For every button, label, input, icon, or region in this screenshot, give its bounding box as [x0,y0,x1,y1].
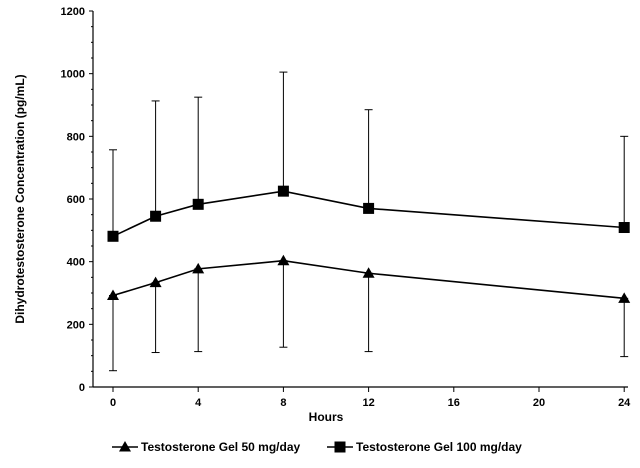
data-point-square [277,185,289,197]
x-axis-ticks: 0 4 8 12 16 20 24 [110,387,631,409]
y-tick-label: 0 [79,382,85,394]
x-tick-label: 0 [110,397,116,409]
x-tick-label: 4 [195,397,202,409]
y-tick-label: 1000 [61,69,85,81]
legend-label: Testosterone Gel 50 mg/day [141,440,300,454]
data-point-triangle [362,267,375,278]
y-tick-label: 200 [67,319,85,331]
x-tick-label: 16 [448,397,460,409]
legend-square-marker [334,441,346,453]
data-point-square [107,230,119,242]
series-markers [107,185,631,303]
data-point-triangle [192,262,205,274]
x-axis-title: Hours [309,410,344,424]
y-tick-label: 800 [67,131,85,143]
y-tick-label: 600 [67,194,85,206]
data-point-square [150,210,162,222]
y-tick-label: 400 [67,257,85,269]
legend: Testosterone Gel 50 mg/day Testosterone G… [112,440,522,454]
axes [92,11,628,388]
x-tick-label: 24 [618,397,631,409]
data-point-square [618,222,630,234]
series-line-100mg [112,190,625,238]
y-axis-ticks: 0 200 400 600 800 1000 1200 [61,6,93,394]
y-tick-label: 1200 [61,6,85,18]
series-lines [112,190,625,300]
data-point-triangle [149,276,162,288]
series-line-50mg [112,259,625,300]
x-tick-label: 20 [533,397,545,409]
x-tick-label: 8 [280,397,286,409]
data-point-triangle [618,292,631,303]
data-point-triangle [277,254,290,266]
x-tick-label: 12 [362,397,374,409]
y-axis-title: Dihydrotestosterone Concentration (pg/mL… [13,74,27,323]
legend-triangle-marker [119,441,131,452]
legend-label: Testosterone Gel 100 mg/day [356,440,522,454]
data-point-square [192,198,204,210]
data-point-triangle [107,289,119,301]
data-point-square [363,202,375,214]
